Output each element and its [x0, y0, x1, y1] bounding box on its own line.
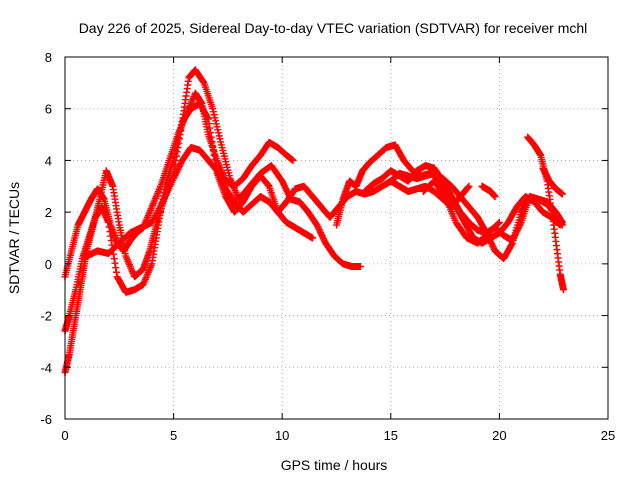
series-10 [478, 182, 499, 201]
x-tick-label: 15 [384, 428, 398, 443]
data-point [558, 190, 566, 198]
y-tick-label: -2 [40, 309, 52, 324]
interpolated-point [211, 156, 219, 164]
series-3 [61, 100, 317, 335]
plot-frame [64, 56, 609, 420]
y-tick-label: 8 [45, 50, 52, 65]
interpolated-point [204, 114, 212, 122]
x-tick-label: 0 [61, 428, 68, 443]
interpolated-point [178, 121, 186, 129]
y-tick-label: 4 [45, 153, 52, 168]
data-point [558, 218, 566, 226]
interpolated-point [112, 268, 120, 276]
grid [65, 57, 608, 419]
series-7 [387, 169, 566, 263]
interpolated-point [209, 142, 217, 150]
data-point [204, 115, 212, 123]
interpolated-point [464, 183, 472, 191]
interpolated-point [175, 131, 183, 139]
interpolated-point [105, 223, 113, 231]
interpolated-point [171, 150, 179, 158]
interpolated-point [205, 120, 213, 128]
axis-ticks: -6 -4 -2 0 2 4 6 8 0 5 10 15 20 25 [40, 50, 615, 443]
interpolated-point [111, 259, 119, 267]
data-point [491, 193, 499, 201]
y-tick-label: 2 [45, 205, 52, 220]
x-tick-label: 5 [170, 428, 177, 443]
interpolated-point [172, 144, 180, 151]
interpolated-point [207, 129, 215, 137]
interpolated-point [177, 124, 185, 132]
interpolated-point [207, 133, 215, 141]
interpolated-point [110, 255, 118, 263]
interpolated-point [112, 264, 120, 272]
data-point [495, 218, 503, 226]
interpolated-point [210, 151, 218, 159]
data-point [465, 182, 473, 190]
data-point [559, 286, 567, 294]
interpolated-point [508, 240, 516, 248]
y-tick-label: -6 [40, 412, 52, 427]
interpolated-point [172, 147, 180, 155]
x-tick-label: 10 [275, 428, 289, 443]
interpolated-point [176, 127, 184, 135]
interpolated-point [106, 228, 114, 236]
data-point [104, 218, 112, 226]
interpolated-point [107, 232, 115, 240]
interpolated-point [209, 147, 217, 155]
y-tick-label: 6 [45, 102, 52, 117]
x-axis-label: GPS time / hours [281, 457, 388, 473]
data-point [309, 234, 317, 242]
interpolated-point [199, 78, 207, 86]
interpolated-point [107, 237, 115, 245]
x-tick-label: 25 [601, 428, 615, 443]
chart-title: Day 226 of 2025, Sidereal Day-to-day VTE… [79, 20, 588, 36]
interpolated-point [206, 124, 214, 132]
x-tick-label: 20 [492, 428, 506, 443]
interpolated-point [174, 137, 182, 145]
data-point [356, 262, 364, 270]
series-11 [539, 164, 566, 198]
interpolated-point [208, 138, 216, 146]
y-tick-label: -4 [40, 360, 52, 375]
interpolated-point [494, 219, 502, 227]
y-tick-label: 0 [45, 257, 52, 272]
data-point [170, 156, 178, 164]
data-points [61, 66, 567, 376]
y-axis-label: SDTVAR / TECUs [6, 182, 22, 294]
series-8 [419, 177, 503, 247]
data-point [289, 156, 297, 164]
interpolated-point [173, 140, 181, 148]
interpolated-point [175, 134, 183, 142]
interpolated-point [170, 153, 178, 161]
